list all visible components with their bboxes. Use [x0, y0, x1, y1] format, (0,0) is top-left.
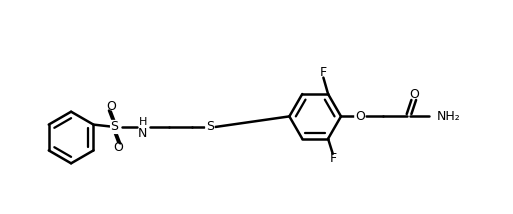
Text: O: O	[355, 110, 365, 123]
Text: F: F	[320, 66, 327, 79]
Text: NH₂: NH₂	[437, 110, 461, 123]
Text: F: F	[330, 152, 337, 165]
Text: H: H	[139, 117, 147, 127]
Text: O: O	[409, 88, 419, 101]
Text: S: S	[206, 120, 214, 134]
Text: O: O	[113, 141, 123, 154]
Text: S: S	[111, 120, 119, 134]
Text: N: N	[138, 127, 147, 140]
Text: O: O	[106, 100, 116, 113]
